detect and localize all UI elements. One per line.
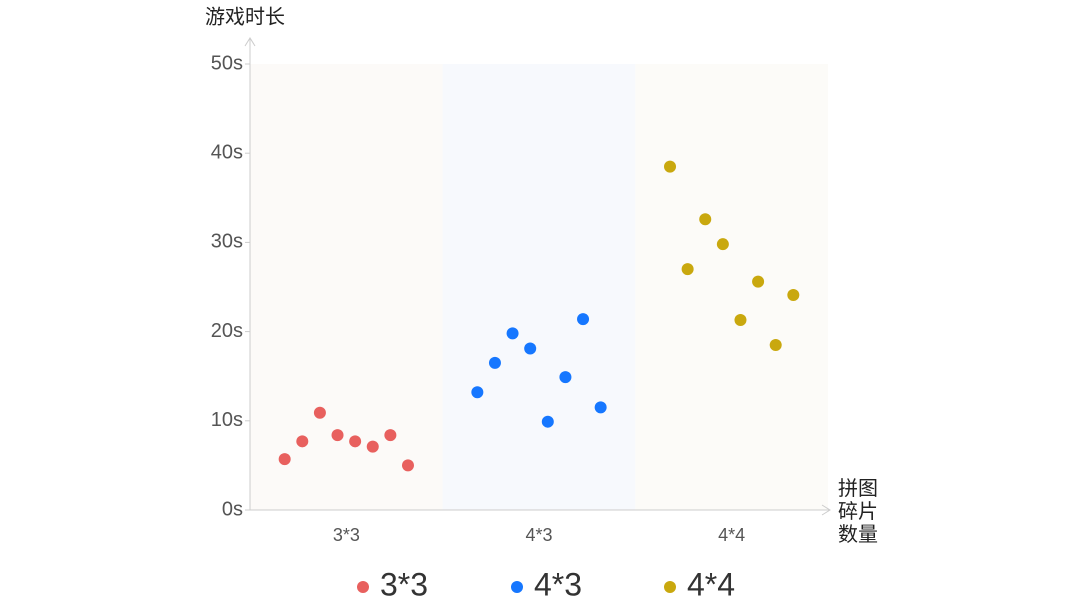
y-tick-label: 0s <box>222 498 243 520</box>
band <box>250 64 443 510</box>
point <box>716 238 729 251</box>
legend-label: 3*3 <box>380 566 428 602</box>
legend-label: 4*3 <box>534 566 582 602</box>
point <box>313 406 326 419</box>
point <box>559 371 572 384</box>
point <box>752 275 765 288</box>
point <box>278 453 291 466</box>
point <box>594 401 607 414</box>
point <box>524 342 537 355</box>
point <box>699 213 712 226</box>
y-tick-label: 30s <box>211 231 243 253</box>
point <box>384 429 397 442</box>
x-tick-label: 3*3 <box>333 525 360 545</box>
bands <box>250 64 828 510</box>
point <box>331 429 344 442</box>
y-tick-label: 50s <box>211 52 243 74</box>
x-tick-label: 4*3 <box>525 525 552 545</box>
legend-marker <box>511 581 523 593</box>
point <box>541 415 554 428</box>
point <box>664 160 677 173</box>
point <box>349 435 362 448</box>
x-axis-title: 拼图碎片数量 <box>838 478 878 546</box>
point <box>787 289 800 302</box>
point <box>401 459 414 472</box>
y-tick-label: 20s <box>211 320 243 342</box>
band <box>635 64 828 510</box>
y-axis-title: 游戏时长 <box>205 5 285 28</box>
point <box>296 435 309 448</box>
point <box>488 356 501 369</box>
x-axis <box>250 504 831 516</box>
legend-marker <box>664 581 676 593</box>
point <box>681 263 694 276</box>
band <box>442 64 636 510</box>
y-axis <box>244 37 256 510</box>
point <box>506 327 519 340</box>
point <box>769 338 782 351</box>
point <box>577 313 590 326</box>
point <box>471 386 484 399</box>
y-tick-label: 40s <box>211 141 243 163</box>
legend-label: 4*4 <box>687 566 735 602</box>
x-tick-label: 4*4 <box>718 525 745 545</box>
y-tick-label: 10s <box>211 409 243 431</box>
point <box>366 440 379 453</box>
point <box>734 314 747 327</box>
legend-marker <box>357 581 369 593</box>
